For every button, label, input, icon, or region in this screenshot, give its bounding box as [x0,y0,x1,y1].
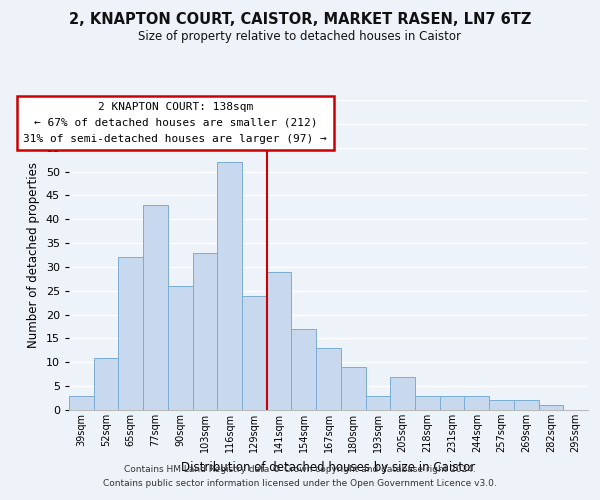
Bar [143,205,168,410]
Bar [316,348,341,410]
Bar [292,329,316,410]
Bar [168,286,193,410]
Bar [489,400,514,410]
Bar [118,258,143,410]
Bar [217,162,242,410]
Bar [341,367,365,410]
Bar [94,358,118,410]
Bar [440,396,464,410]
Text: 2, KNAPTON COURT, CAISTOR, MARKET RASEN, LN7 6TZ: 2, KNAPTON COURT, CAISTOR, MARKET RASEN,… [69,12,531,28]
Bar [69,396,94,410]
Text: Size of property relative to detached houses in Caistor: Size of property relative to detached ho… [139,30,461,43]
Bar [242,296,267,410]
Bar [539,405,563,410]
Y-axis label: Number of detached properties: Number of detached properties [27,162,40,348]
Bar [514,400,539,410]
X-axis label: Distribution of detached houses by size in Caistor: Distribution of detached houses by size … [181,460,476,473]
Bar [193,252,217,410]
Bar [390,376,415,410]
Bar [415,396,440,410]
Bar [365,396,390,410]
Text: 2 KNAPTON COURT: 138sqm
← 67% of detached houses are smaller (212)
31% of semi-d: 2 KNAPTON COURT: 138sqm ← 67% of detache… [23,102,327,144]
Text: Contains HM Land Registry data © Crown copyright and database right 2024.
Contai: Contains HM Land Registry data © Crown c… [103,466,497,487]
Bar [464,396,489,410]
Bar [267,272,292,410]
